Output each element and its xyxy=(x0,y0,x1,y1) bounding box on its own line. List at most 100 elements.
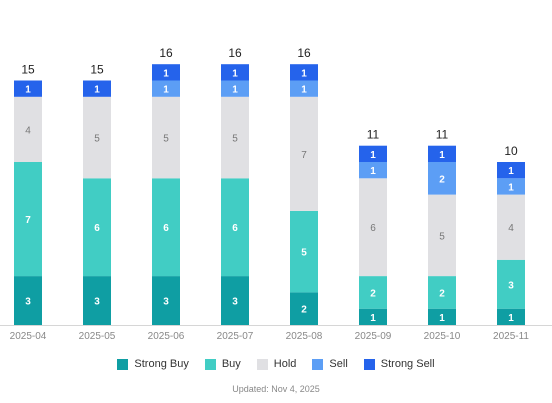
bar-segment xyxy=(152,80,180,97)
bar-segment xyxy=(497,194,525,260)
bar-segment xyxy=(497,308,525,325)
legend-item[interactable]: Hold xyxy=(256,358,296,370)
data-label: 1 xyxy=(232,85,238,96)
bar-segment xyxy=(497,178,525,195)
data-label: 3 xyxy=(163,297,169,308)
data-label: 1 xyxy=(439,150,445,161)
data-label: 1 xyxy=(439,313,445,324)
bar-segment xyxy=(83,96,111,179)
data-label: 5 xyxy=(301,248,307,259)
data-label: 1 xyxy=(370,166,376,177)
data-label: 4 xyxy=(508,223,514,234)
bar-segment xyxy=(359,162,387,179)
legend-item[interactable]: Sell xyxy=(312,358,348,370)
bar-segment xyxy=(290,80,318,97)
bar-segment xyxy=(359,308,387,325)
x-tick-label: 2025-09 xyxy=(355,331,392,342)
data-label: 6 xyxy=(94,223,100,234)
data-label: 5 xyxy=(163,134,169,145)
bar-segment xyxy=(428,145,456,162)
bar-segment xyxy=(290,210,318,293)
bar-segment xyxy=(221,276,249,325)
bar-segment xyxy=(428,162,456,195)
bar-segment xyxy=(83,276,111,325)
data-label: 1 xyxy=(163,68,169,79)
legend-label: Buy xyxy=(221,358,241,370)
legend-item[interactable]: Strong Buy xyxy=(117,358,189,370)
legend-swatch xyxy=(204,358,216,370)
chart-area: 3741152025-043651152025-0536511162025-06… xyxy=(0,46,552,342)
legend-item[interactable]: Buy xyxy=(204,358,241,370)
data-label: 6 xyxy=(232,223,238,234)
total-label: 16 xyxy=(228,46,242,60)
total-label: 11 xyxy=(367,128,380,142)
data-label: 1 xyxy=(232,68,238,79)
bar-segment xyxy=(152,276,180,325)
bar-segment xyxy=(152,64,180,81)
updated-timestamp: Updated: Nov 4, 2025 xyxy=(232,384,320,394)
data-label: 1 xyxy=(301,85,307,96)
bar-segment xyxy=(497,259,525,309)
bar-segment xyxy=(14,80,42,97)
legend-label: Sell xyxy=(329,358,348,370)
data-label: 2 xyxy=(439,288,445,299)
legend-label: Strong Buy xyxy=(134,358,189,370)
data-label: 1 xyxy=(370,313,376,324)
total-label: 15 xyxy=(90,63,104,77)
legend-swatch xyxy=(256,358,268,370)
data-label: 3 xyxy=(508,280,514,291)
legend-item[interactable]: Strong Sell xyxy=(363,358,435,370)
total-label: 10 xyxy=(504,144,518,158)
bar-segment xyxy=(290,64,318,81)
total-label: 16 xyxy=(297,46,311,60)
data-label: 2 xyxy=(439,174,445,185)
bar-segment xyxy=(359,178,387,277)
total-label: 11 xyxy=(436,128,449,142)
bar-segment xyxy=(359,276,387,309)
x-tick-label: 2025-11 xyxy=(493,331,529,342)
x-tick-label: 2025-04 xyxy=(10,331,47,342)
data-label: 1 xyxy=(163,85,169,96)
bar-segment xyxy=(83,80,111,97)
data-label: 7 xyxy=(301,150,307,161)
data-label: 2 xyxy=(301,305,307,316)
bar-segment xyxy=(152,96,180,179)
data-label: 5 xyxy=(232,134,238,145)
bar-segment xyxy=(428,276,456,309)
bar-segment xyxy=(14,276,42,325)
x-tick-label: 2025-10 xyxy=(424,331,461,342)
data-label: 1 xyxy=(508,182,514,193)
total-label: 15 xyxy=(21,63,35,77)
data-label: 6 xyxy=(370,223,376,234)
legend-swatch xyxy=(312,358,324,370)
data-label: 5 xyxy=(94,134,100,145)
x-tick-label: 2025-07 xyxy=(217,331,254,342)
data-label: 3 xyxy=(94,297,100,308)
bar-segment xyxy=(290,292,318,325)
total-label: 16 xyxy=(159,46,173,60)
bar-segment xyxy=(221,178,249,277)
bar-segment xyxy=(359,145,387,162)
data-label: 5 xyxy=(439,231,445,242)
bar-segment xyxy=(221,80,249,97)
bar-segment xyxy=(83,178,111,277)
legend-swatch xyxy=(363,358,375,370)
data-label: 1 xyxy=(25,85,31,96)
x-tick-label: 2025-06 xyxy=(148,331,185,342)
bar-segment xyxy=(290,96,318,211)
bar-segment xyxy=(221,96,249,179)
data-label: 2 xyxy=(370,288,376,299)
legend-swatch xyxy=(117,358,129,370)
bar-segment xyxy=(14,96,42,162)
x-tick-label: 2025-05 xyxy=(79,331,116,342)
data-label: 6 xyxy=(163,223,169,234)
data-label: 3 xyxy=(232,297,238,308)
bar-segment xyxy=(497,162,525,179)
bar-segment xyxy=(428,194,456,277)
bar-segment xyxy=(428,308,456,325)
data-label: 1 xyxy=(508,166,514,177)
data-label: 7 xyxy=(25,215,31,226)
data-label: 1 xyxy=(94,85,100,96)
legend: Strong Buy Buy Hold Sell Strong Sell xyxy=(0,358,552,370)
data-label: 1 xyxy=(508,313,514,324)
